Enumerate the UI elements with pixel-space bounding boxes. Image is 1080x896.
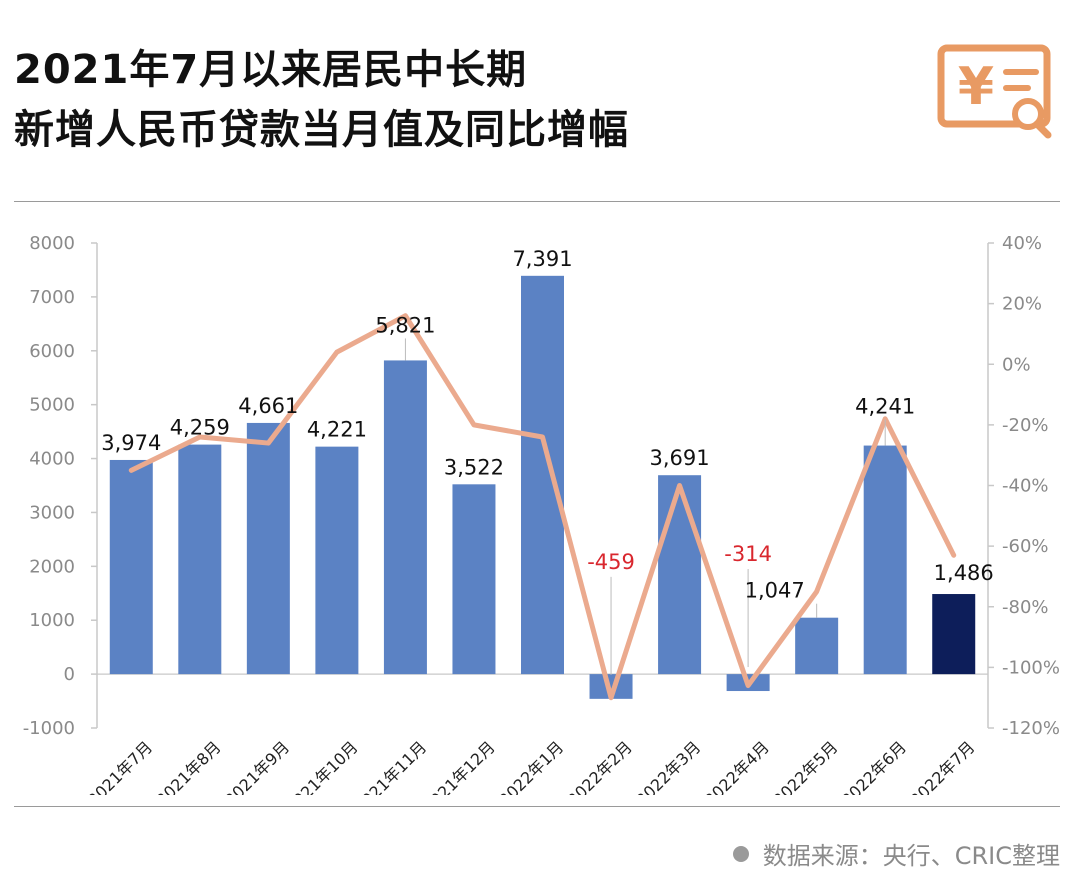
- bar-data-label: 5,821: [375, 313, 435, 337]
- line-point: [472, 423, 476, 427]
- x-category-label: 2022年6月: [838, 737, 910, 795]
- x-category-label: 2021年10月: [282, 737, 361, 795]
- x-category-label: 2021年8月: [153, 737, 225, 795]
- left-tick-label: 5000: [29, 395, 75, 416]
- left-tick-label: 1000: [29, 610, 75, 631]
- line-point: [403, 314, 407, 318]
- bar-data-label: 1,047: [745, 579, 805, 603]
- left-tick-label: 7000: [29, 287, 75, 308]
- title-line-2: 新增人民币贷款当月值及同比增幅: [14, 107, 629, 153]
- right-tick-label: -20%: [1002, 415, 1049, 436]
- right-tick-label: -40%: [1002, 476, 1049, 497]
- line-point: [541, 435, 544, 439]
- bar: [863, 445, 907, 675]
- x-category-label: 2022年7月: [907, 737, 979, 795]
- x-category-label: 2022年3月: [632, 737, 704, 795]
- yuan-document-magnifier-icon: ¥: [937, 44, 1052, 139]
- chart-title: 2021年7月以来居民中长期 新增人民币贷款当月值及同比增幅: [14, 40, 629, 160]
- x-category-label: 2022年5月: [769, 737, 841, 795]
- right-tick-label: 0%: [1002, 354, 1031, 375]
- bar: [109, 459, 153, 675]
- left-tick-label: 3000: [29, 502, 75, 523]
- bar: [246, 422, 290, 675]
- left-tick-label: 8000: [29, 233, 75, 254]
- x-category-label: 2021年9月: [221, 737, 293, 795]
- line-point: [129, 468, 133, 472]
- left-tick-label: 4000: [29, 449, 75, 470]
- line-point: [952, 553, 956, 557]
- title-line-1: 2021年7月以来居民中长期: [14, 47, 528, 93]
- x-category-label: 2021年7月: [84, 737, 156, 795]
- line-point: [198, 435, 202, 439]
- data-source: 数据来源：央行、CRIC整理: [732, 836, 1060, 871]
- logo-yuan-symbol: ¥: [958, 57, 994, 117]
- bar-data-label: 3,974: [101, 431, 161, 455]
- header-divider: [14, 201, 1060, 202]
- bar-data-label: 4,221: [307, 418, 367, 442]
- bar: [383, 360, 427, 675]
- bar: [315, 446, 359, 675]
- right-tick-label: 20%: [1002, 294, 1042, 315]
- bar: [658, 475, 702, 675]
- x-category-label: 2021年12月: [420, 737, 499, 795]
- right-tick-label: -60%: [1002, 536, 1049, 557]
- x-category-label: 2021年11月: [351, 737, 430, 795]
- right-tick-label: -120%: [1002, 718, 1060, 739]
- left-tick-label: 0: [64, 664, 75, 685]
- bar: [452, 484, 496, 675]
- bar-data-label: -459: [587, 550, 635, 574]
- bar-data-label: 4,661: [238, 394, 298, 418]
- bar: [178, 444, 222, 675]
- bullet-dot-icon: [732, 845, 749, 862]
- loan-chart: -1000 0 1000 2000 3000 4000 5000 6000 7000 8000 40…: [23, 233, 1060, 795]
- bar-data-label: 7,391: [512, 247, 572, 271]
- line-point: [266, 441, 270, 445]
- bar-data-label: 1,486: [934, 561, 994, 585]
- line-point: [815, 590, 819, 594]
- right-tick-label: 40%: [1002, 233, 1042, 254]
- bar: [795, 617, 839, 675]
- line-point: [335, 350, 339, 354]
- line-point: [609, 696, 613, 700]
- right-tick-label: -100%: [1002, 657, 1060, 678]
- x-category-label: 2022年4月: [701, 737, 773, 795]
- right-tick-label: -80%: [1002, 597, 1049, 618]
- bar-data-label: 3,522: [444, 455, 504, 479]
- x-category-label: 2022年2月: [564, 737, 636, 795]
- footer-divider: [14, 806, 1060, 807]
- line-point: [678, 484, 682, 487]
- bar: [932, 594, 976, 675]
- bar-data-label: 3,691: [650, 446, 710, 470]
- line-point: [746, 684, 750, 688]
- bar: [521, 275, 564, 675]
- line-point: [883, 417, 887, 421]
- bar-data-label: 4,241: [855, 395, 915, 419]
- bar-data-label: -314: [724, 542, 772, 566]
- bar-data-label: 4,259: [170, 416, 230, 440]
- left-tick-label: -1000: [23, 718, 75, 739]
- left-tick-label: 6000: [29, 341, 75, 362]
- left-tick-label: 2000: [29, 556, 75, 577]
- x-category-label: 2022年1月: [495, 737, 567, 795]
- source-text: 数据来源：央行、CRIC整理: [762, 842, 1060, 870]
